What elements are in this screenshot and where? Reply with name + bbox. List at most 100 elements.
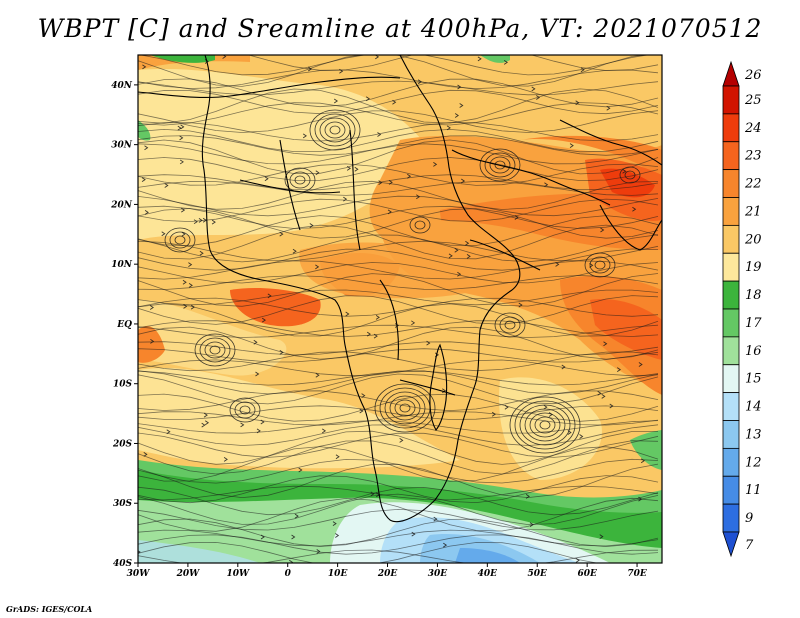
streamline-arrow [203, 412, 208, 418]
streamline-arrow [150, 339, 155, 344]
streamline [138, 78, 659, 108]
streamline-arrow [264, 176, 269, 182]
streamline [138, 446, 659, 482]
streamline [138, 326, 659, 360]
streamline [138, 497, 659, 532]
streamline-arrow [555, 261, 560, 267]
streamline [138, 486, 659, 516]
streamline-swirl [594, 260, 606, 270]
streamline-swirl [164, 227, 196, 253]
streamline-swirl [479, 148, 521, 182]
streamline-arrow [461, 178, 466, 184]
streamline-arrow [426, 340, 431, 346]
streamline-swirl [209, 345, 221, 355]
streamline-swirl [324, 121, 346, 139]
streamline-arrow [548, 412, 553, 417]
streamline [138, 529, 659, 547]
streamline-arrow [321, 428, 327, 434]
streamline-arrow [161, 231, 166, 237]
streamline [138, 475, 659, 504]
streamline-swirl [204, 341, 226, 359]
colorbar-label: 24 [744, 121, 762, 136]
streamline-arrow [544, 182, 549, 188]
streamline-arrow [332, 521, 337, 526]
lat-tick-label: 10N [111, 260, 133, 270]
streamline [138, 411, 659, 426]
streamline-swirl [524, 408, 566, 442]
colorbar-swatch [722, 169, 740, 198]
streamline [138, 493, 659, 526]
streamline [138, 351, 659, 372]
streamline-arrow [182, 279, 187, 285]
streamline-arrow [561, 364, 566, 370]
streamline-arrow [309, 223, 314, 228]
streamline-arrow [446, 125, 451, 131]
streamline-swirl [589, 256, 611, 274]
streamline-arrow [442, 388, 447, 394]
lon-tick-label: 20E [377, 569, 398, 579]
streamline-arrow [144, 145, 149, 151]
streamline [138, 89, 659, 115]
streamline-swirl [309, 109, 361, 151]
streamline-swirl [169, 231, 191, 249]
colorbar-label: 9 [745, 511, 753, 526]
streamline-swirl [534, 416, 556, 434]
colorbar-label: 23 [744, 149, 762, 164]
streamline-arrow [603, 341, 608, 347]
streamline-arrow [579, 434, 584, 439]
streamline-arrow [640, 458, 645, 464]
streamline [138, 262, 659, 284]
streamline-arrow [339, 68, 344, 74]
streamline-arrow [181, 207, 186, 213]
streamline-arrow [307, 66, 313, 72]
streamline-arrow [378, 180, 383, 186]
colorbar-label: 12 [745, 455, 762, 470]
streamline-arrow [316, 549, 321, 554]
streamline [138, 541, 599, 563]
streamline-arrow [335, 454, 340, 460]
streamline-arrow [142, 64, 147, 70]
colorbar-label: 7 [745, 538, 754, 553]
streamline [138, 324, 659, 338]
streamline-arrow [575, 557, 580, 563]
streamline-arrow [138, 550, 141, 554]
streamline-arrow [443, 542, 448, 548]
streamline-swirl [174, 235, 186, 245]
streamline-swirl [529, 412, 561, 438]
lon-tick-label: 10E [328, 569, 348, 579]
streamline-arrow [504, 404, 509, 410]
colorbar-label: 15 [745, 372, 762, 387]
streamline-arrow [260, 419, 265, 425]
streamline-arrow [411, 320, 416, 326]
lon-tick-label: 40E [478, 569, 498, 579]
streamline-arrow [179, 159, 184, 165]
streamline-arrow [255, 371, 260, 377]
streamline [138, 341, 659, 356]
streamline-arrow [188, 262, 193, 267]
streamline [138, 215, 659, 247]
streamline-arrow [298, 467, 303, 473]
streamline-arrow [279, 231, 284, 237]
streamline-arrow [616, 367, 622, 372]
streamline-arrow [448, 253, 453, 259]
streamline [138, 393, 659, 422]
streamline-arrow [491, 411, 496, 417]
streamline-arrow [193, 219, 198, 225]
streamline-arrow [433, 516, 438, 522]
lat-tick-label: 20N [110, 200, 133, 210]
streamlines [138, 55, 659, 563]
streamline [138, 405, 659, 420]
colorbar-swatch [722, 141, 740, 171]
streamline-swirl [314, 113, 356, 147]
streamline-arrow [599, 534, 604, 539]
streamline [138, 163, 659, 186]
streamline-arrow [177, 125, 182, 131]
streamline [138, 110, 659, 133]
grads-credit: GrADS: IGES/COLA [6, 604, 93, 614]
streamline-arrow [411, 531, 416, 537]
streamline-arrow [392, 99, 397, 105]
colorbar-label: 13 [745, 427, 762, 442]
colorbar-swatch [722, 252, 740, 282]
streamline-arrow [315, 264, 320, 270]
